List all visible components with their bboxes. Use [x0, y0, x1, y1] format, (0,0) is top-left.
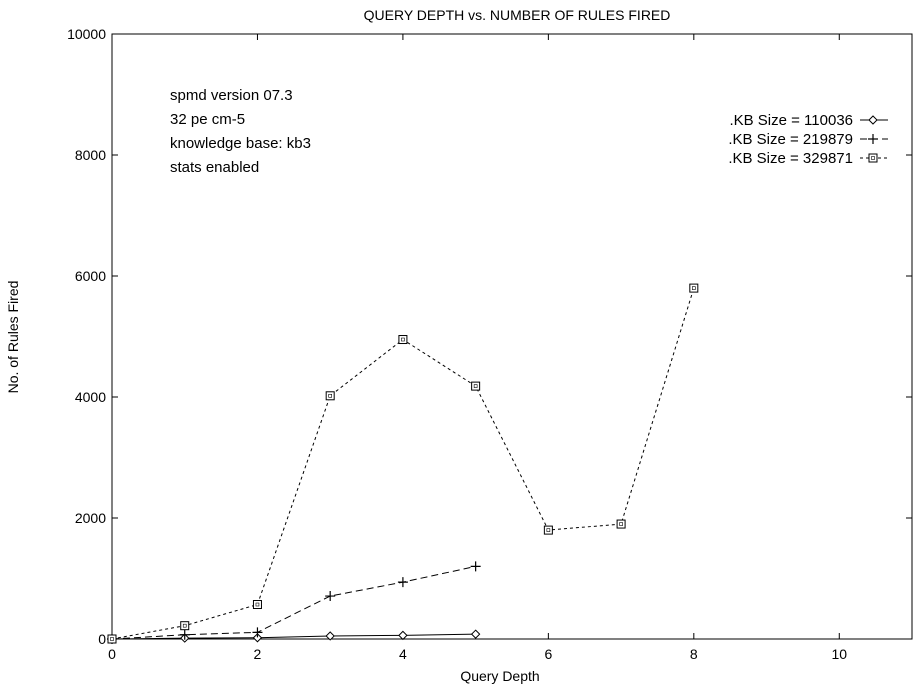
- x-tick-label: 6: [544, 646, 552, 662]
- series-1: [107, 629, 481, 644]
- annotation-box: spmd version 07.3 32 pe cm-5 knowledge bas…: [170, 87, 311, 176]
- x-tick-label: 4: [399, 646, 407, 662]
- series-line: [111, 565, 476, 640]
- data-point-inner: [473, 384, 478, 388]
- legend-label: .KB Size = 219879: [728, 131, 853, 148]
- x-tick-label: 2: [254, 646, 262, 662]
- data-point: [107, 634, 117, 644]
- series-line: [111, 633, 476, 640]
- data-point: [252, 600, 262, 610]
- annotation-line: spmd version 07.3: [170, 87, 293, 104]
- data-point: [252, 633, 263, 643]
- y-tick-label: 2000: [75, 510, 106, 526]
- data-point: [471, 381, 481, 391]
- legend-marker: [868, 134, 878, 144]
- data-point-inner: [546, 528, 551, 532]
- data-point: [325, 631, 335, 641]
- data-point: [325, 391, 335, 401]
- series-layer: [107, 283, 699, 644]
- ticks-layer: 0 2 4 6 8 10 0 2000 4000 6000 8000 10000: [67, 26, 912, 662]
- x-tick-label: 10: [831, 646, 847, 662]
- y-tick-label: 8000: [75, 147, 106, 163]
- x-tick-label: 8: [690, 646, 698, 662]
- y-tick-label: 10000: [67, 26, 106, 42]
- legend-item: .KB Size = 110036: [729, 112, 888, 129]
- data-point: [398, 335, 408, 345]
- data-point: [252, 627, 263, 638]
- plot-frame: [111, 33, 913, 640]
- data-point: [180, 621, 190, 631]
- data-point-inner: [328, 393, 332, 398]
- legend-marker-inner: [871, 156, 875, 160]
- data-point: [470, 561, 481, 572]
- annotation-line: 32 pe cm-5: [170, 111, 245, 128]
- legend: .KB Size = 110036 .KB Size = 219879 .KB Si…: [728, 112, 888, 167]
- series-2: [107, 561, 481, 644]
- chart-title: QUERY DEPTH vs. NUMBER OF RULES FIRED: [364, 7, 671, 23]
- legend-marker: [868, 153, 878, 163]
- data-point-inner: [619, 522, 623, 526]
- data-point: [397, 577, 408, 588]
- x-tick-label: 0: [108, 646, 116, 662]
- legend-label: .KB Size = 329871: [728, 150, 853, 167]
- legend-item: .KB Size = 329871: [728, 150, 888, 167]
- data-point: [325, 591, 336, 602]
- data-point: [616, 519, 626, 529]
- legend-item: .KB Size = 219879: [728, 131, 888, 148]
- data-point-inner: [182, 623, 187, 628]
- data-point-inner: [255, 602, 260, 607]
- series-3: [107, 283, 699, 644]
- legend-marker: [868, 115, 878, 125]
- data-point: [398, 630, 408, 641]
- legend-label: .KB Size = 110036: [729, 112, 853, 129]
- annotation-line: stats enabled: [170, 159, 259, 176]
- data-point-inner: [110, 637, 114, 641]
- y-tick-label: 6000: [75, 268, 106, 284]
- data-point: [179, 629, 190, 640]
- y-tick-label: 4000: [75, 389, 106, 405]
- data-point-inner: [401, 337, 405, 342]
- x-axis-label: Query Depth: [460, 668, 539, 684]
- data-point: [543, 525, 553, 535]
- data-point: [470, 629, 481, 639]
- y-tick-label: 0: [98, 631, 106, 647]
- y-axis-label: No. of Rules Fired: [5, 281, 21, 394]
- annotation-line: knowledge base: kb3: [170, 135, 311, 152]
- data-point-inner: [692, 286, 696, 290]
- data-point: [689, 283, 699, 293]
